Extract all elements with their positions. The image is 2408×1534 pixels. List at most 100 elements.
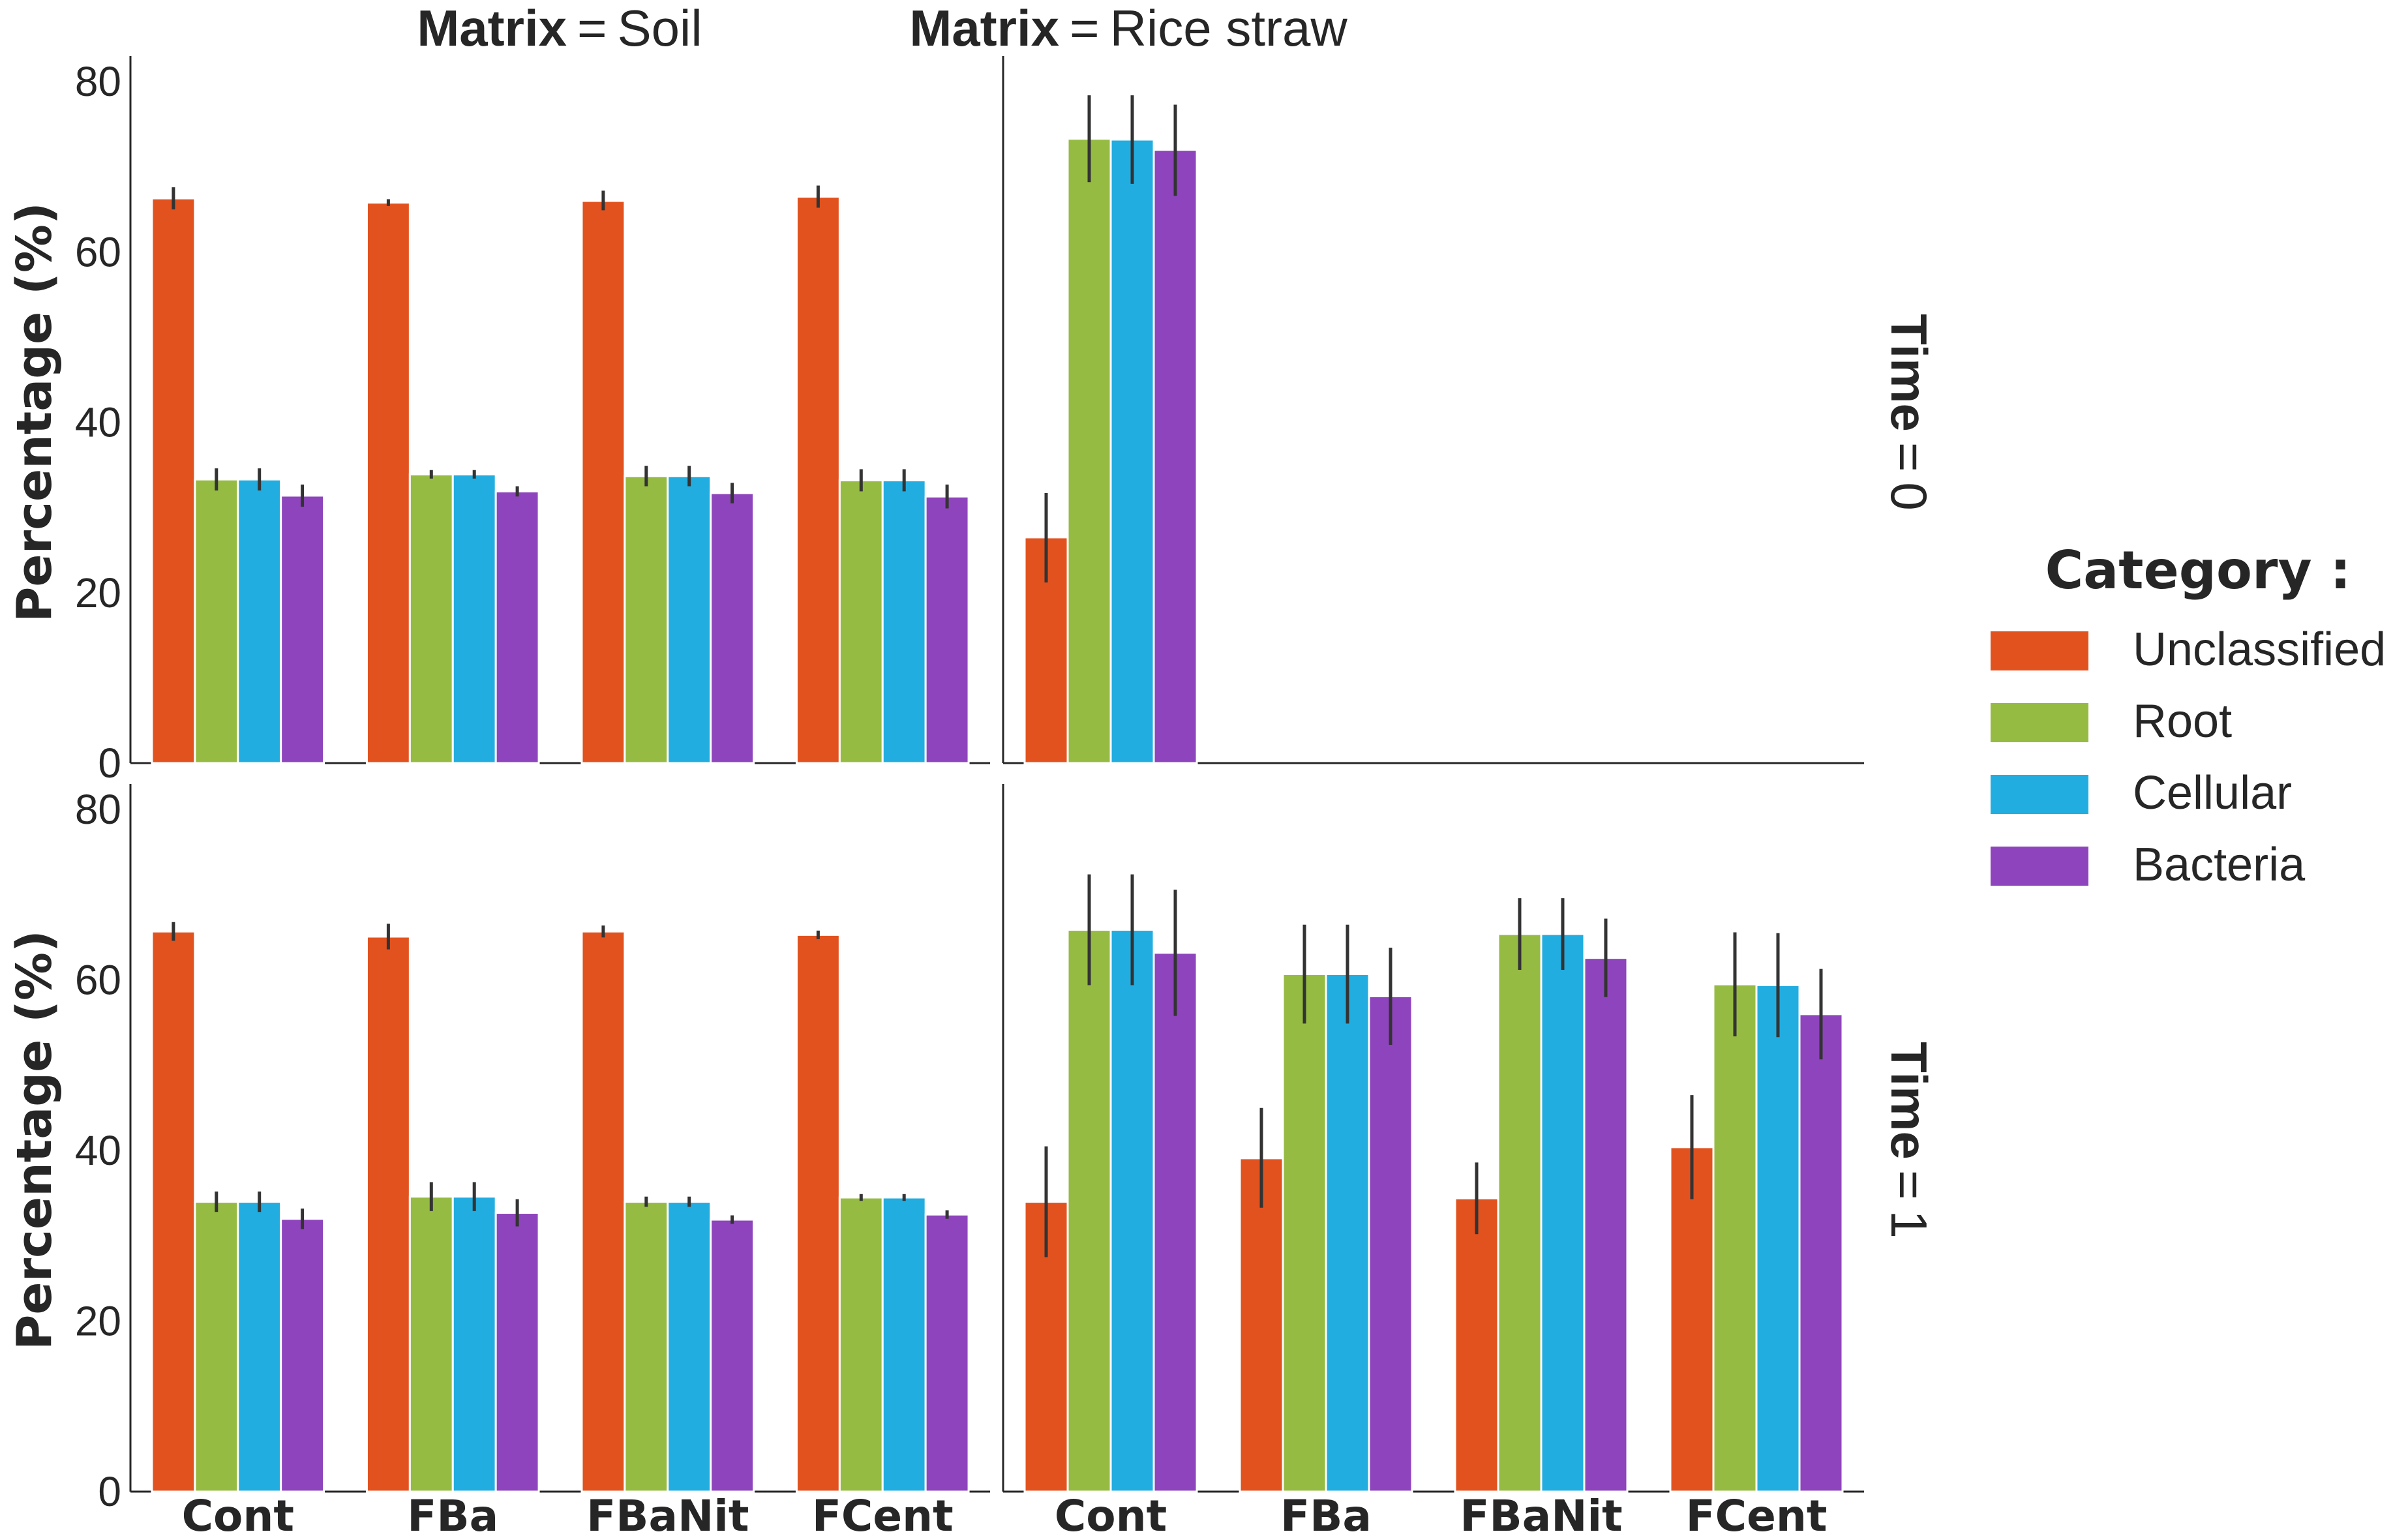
panel-rice-straw-time-0 — [1002, 56, 1864, 764]
bar-unclassified-fbanit — [1454, 1197, 1499, 1493]
x-tick-label: FBa — [407, 1491, 498, 1534]
x-tick-label: FBaNit — [586, 1491, 749, 1534]
bar-unclassified-cont — [151, 197, 196, 764]
bar-bacteria-fba — [494, 1212, 540, 1493]
bar-cellular-cont — [237, 478, 282, 764]
y-axis-title-top: Percentage (%) — [7, 202, 63, 622]
bar-unclassified-fba — [1239, 1157, 1284, 1493]
x-tick-label: FCent — [1686, 1491, 1828, 1534]
legend-swatch-root — [1991, 703, 2088, 742]
bar-root-cont — [194, 478, 239, 764]
x-tick-label: FCent — [812, 1491, 954, 1534]
facet-title-value: Soil — [618, 0, 702, 57]
facet-row-key: Time — [1880, 1042, 1938, 1160]
bar-root-fba — [408, 1196, 454, 1493]
bar-cellular-fba — [451, 473, 497, 764]
bar-root-fbanit — [624, 1201, 669, 1493]
bar-bacteria-fcent — [1798, 1013, 1844, 1493]
y-axis-title-bottom: Percentage (%) — [7, 930, 63, 1350]
x-tick-label: FBa — [1280, 1491, 1372, 1534]
facet-row-value: 0 — [1880, 482, 1938, 510]
bar-unclassified-fbanit — [580, 930, 626, 1493]
facet-title-equals: = — [1070, 0, 1100, 57]
bar-bacteria-fbanit — [1583, 957, 1629, 1493]
y-tick-label: 60 — [75, 957, 121, 1004]
y-tick-label: 40 — [75, 1127, 121, 1174]
legend-label-root: Root — [2133, 695, 2232, 747]
facet-row-key: Time — [1880, 314, 1938, 432]
bar-root-fbanit — [624, 475, 669, 764]
x-tick-label: Cont — [182, 1491, 294, 1534]
y-tick-label: 80 — [75, 786, 121, 833]
bar-root-fcent — [838, 479, 884, 764]
bar-bacteria-fcent — [924, 495, 970, 764]
bar-cellular-cont — [1109, 929, 1155, 1493]
bar-bacteria-cont — [1152, 149, 1198, 764]
y-tick-label: 0 — [98, 1468, 121, 1515]
bar-unclassified-fbanit — [580, 200, 626, 764]
bar-bacteria-cont — [280, 494, 325, 764]
bar-cellular-fcent — [881, 479, 927, 764]
legend-swatch-unclassified — [1991, 631, 2088, 670]
bar-bacteria-cont — [280, 1218, 325, 1493]
facet-row-equals: = — [1880, 1170, 1938, 1200]
bar-bacteria-cont — [1152, 952, 1198, 1493]
bar-root-cont — [1066, 929, 1112, 1493]
bar-cellular-fbanit — [667, 1201, 712, 1493]
bar-cellular-cont — [1109, 138, 1155, 764]
facet-title-key: Matrix — [909, 0, 1059, 57]
bar-root-fba — [1282, 973, 1327, 1493]
facet-title-rice-straw: Matrix = Rice straw — [909, 0, 1347, 57]
y-tick-label: 60 — [75, 228, 121, 275]
bar-root-cont — [194, 1201, 239, 1493]
legend: Category : Unclassified Root Cellular Bacte… — [1991, 540, 2386, 891]
y-tick-label: 40 — [75, 399, 121, 446]
bar-root-fcent — [1712, 983, 1758, 1493]
bar-bacteria-fbanit — [710, 1218, 755, 1493]
bar-unclassified-fcent — [795, 195, 841, 764]
legend-label-bacteria: Bacteria — [2133, 839, 2306, 891]
y-tick-label: 20 — [75, 569, 121, 616]
legend-swatch-cellular — [1991, 775, 2088, 814]
bar-unclassified-fba — [365, 935, 411, 1493]
bar-bacteria-fbanit — [710, 492, 755, 764]
bar-cellular-fbanit — [1540, 933, 1586, 1493]
bar-root-fcent — [838, 1196, 884, 1493]
legend-label-cellular: Cellular — [2133, 767, 2292, 819]
y-tick-label: 20 — [75, 1298, 121, 1345]
legend-label-unclassified: Unclassified — [2133, 624, 2386, 676]
x-tick-label: FBaNit — [1460, 1491, 1622, 1534]
facet-title-key: Matrix — [417, 0, 567, 57]
legend-swatch-bacteria — [1991, 847, 2088, 886]
facet-row-equals: = — [1880, 442, 1938, 472]
y-tick-label: 0 — [98, 740, 121, 787]
facet-row-title-time-1: Time = 1 — [1880, 1042, 1938, 1239]
x-tick-label: Cont — [1055, 1491, 1167, 1534]
bar-cellular-fcent — [1755, 984, 1801, 1493]
bar-cellular-fcent — [881, 1196, 927, 1493]
bar-unclassified-fba — [365, 202, 411, 764]
bar-cellular-cont — [237, 1201, 282, 1493]
panel-soil-time-0: 0 20 40 60 80 — [75, 56, 990, 787]
legend-entries: Unclassified Root Cellular Bacteria — [1991, 624, 2386, 891]
bar-root-fba — [408, 473, 454, 764]
facet-title-equals: = — [577, 0, 607, 57]
bar-cellular-fba — [451, 1196, 497, 1493]
bar-bacteria-fcent — [924, 1213, 970, 1493]
facet-row-value: 1 — [1880, 1210, 1938, 1238]
bar-root-cont — [1066, 138, 1112, 764]
bar-unclassified-fcent — [795, 933, 841, 1493]
legend-title: Category : — [2045, 540, 2351, 601]
facet-title-soil: Matrix = Soil — [417, 0, 702, 57]
bar-bacteria-fba — [494, 490, 540, 764]
facet-row-title-time-0: Time = 0 — [1880, 314, 1938, 511]
bar-unclassified-cont — [151, 930, 196, 1493]
bar-cellular-fba — [1325, 973, 1370, 1493]
bar-cellular-fbanit — [667, 475, 712, 764]
panel-rice-straw-time-1: Cont FBa FBaNit FCent — [1002, 784, 1864, 1534]
bar-bacteria-fba — [1368, 995, 1413, 1493]
panel-soil-time-1: 0 20 40 60 80 Cont FBa FBaNit FCent — [75, 784, 990, 1534]
